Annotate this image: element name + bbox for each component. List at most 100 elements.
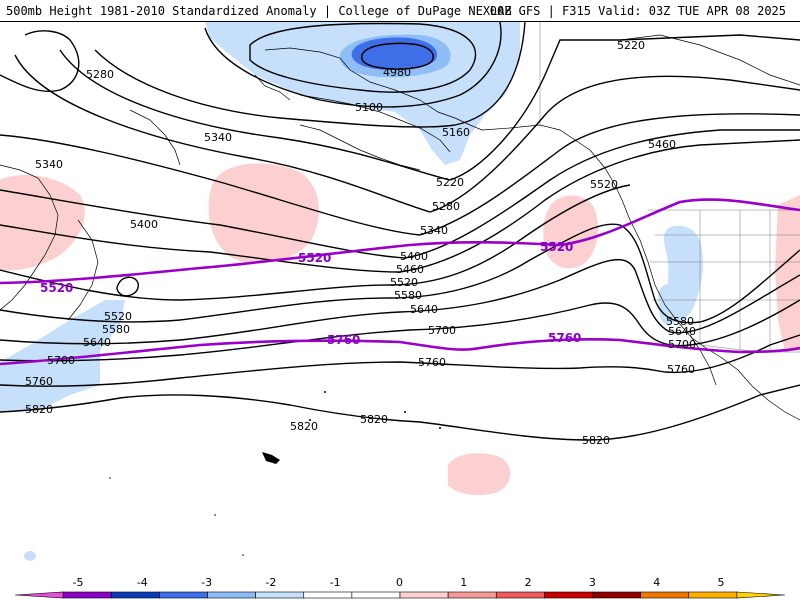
contour-label: 5280 — [432, 200, 460, 213]
contour-5340 — [0, 113, 800, 236]
contour-label: 5520 — [104, 310, 132, 323]
island-dot — [324, 391, 326, 393]
positive-anomaly-east — [543, 195, 599, 269]
contour-label: 5520 — [590, 178, 618, 191]
contour-label: 5820 — [582, 434, 610, 447]
contour-label: 5640 — [668, 325, 696, 338]
colorbar-swatch — [688, 591, 738, 599]
contour-label: 5340 — [420, 224, 448, 237]
contour-label: 5760 — [418, 356, 446, 369]
coast-japan — [67, 219, 99, 321]
colorbar-swatch — [592, 591, 641, 599]
colorbar-tick-label: -3 — [201, 576, 212, 589]
contour-5280-nw — [0, 30, 80, 92]
colorbar-tick-label: 0 — [396, 576, 403, 589]
colorbar-swatches — [14, 591, 786, 599]
colorbar-swatch — [110, 591, 160, 599]
colorbar-swatch — [62, 591, 112, 599]
colorbar-ticks: -5 -4 -3 -2 -1 0 1 2 3 4 5 — [73, 576, 725, 589]
contour-5700 — [0, 299, 800, 362]
contour-label: 5760 — [25, 375, 53, 388]
state-lines-1 — [650, 210, 800, 352]
coast-baja — [689, 334, 717, 386]
coast-alaska-south — [299, 94, 451, 153]
contour-label: 5580 — [102, 323, 130, 336]
colorbar-swatch — [736, 591, 786, 599]
strong-negative-anomaly-alaska — [351, 37, 437, 70]
contour-5820 — [0, 384, 800, 441]
colorbar-swatch — [303, 591, 353, 599]
highlight-labels: 5520 5520 5520 5760 5760 — [40, 240, 581, 347]
colorbar-swatch — [640, 591, 690, 599]
colorbar-swatch — [399, 591, 449, 599]
contour-5520 — [0, 184, 631, 301]
contour-5580 — [0, 223, 800, 324]
contour-label: 5700 — [668, 338, 696, 351]
contour-5640 — [0, 258, 800, 345]
positive-anomaly-west — [0, 175, 85, 271]
contour-label: 5640 — [83, 336, 111, 349]
colorbar-tick-label: -4 — [137, 576, 148, 589]
colorbar-tick-label: -1 — [330, 576, 341, 589]
contour-small-low — [116, 276, 139, 297]
contour-5100 — [204, 22, 502, 108]
colorbar-tick-label: 3 — [589, 576, 596, 589]
contour-5160 — [94, 22, 526, 128]
highlight-contours — [0, 198, 800, 366]
highlight-label: 5760 — [548, 331, 581, 345]
contour-label: 5580 — [666, 315, 694, 328]
negative-anomaly-small-sw — [24, 551, 36, 561]
highlight-label: 5520 — [40, 281, 73, 295]
contour-label: 5640 — [410, 303, 438, 316]
colorbar-swatch — [159, 591, 208, 599]
colorbar-tick-label: 5 — [718, 576, 725, 589]
contour-label: 5820 — [25, 403, 53, 416]
island-dot — [242, 554, 244, 556]
negative-anomaly-west-pacific — [0, 300, 125, 412]
contour-label: 5280 — [86, 68, 114, 81]
positive-anomaly-far-east — [775, 195, 800, 352]
contour-label: 5400 — [130, 218, 158, 231]
colorbar-tick-label: 4 — [653, 576, 660, 589]
island-hawaii — [262, 452, 280, 464]
coast-hudson — [619, 34, 800, 86]
pacific-islands — [109, 391, 441, 556]
contour-label: 5100 — [355, 101, 383, 114]
colorbar-swatch — [495, 591, 545, 599]
highlight-contour-5520 — [0, 198, 800, 285]
contour-labels: 5220 4980 5280 5100 5160 5340 5460 5340 … — [25, 39, 696, 447]
highlight-label: 5520 — [298, 251, 331, 265]
island-dot — [109, 477, 111, 479]
colorbar-swatch — [447, 591, 497, 599]
contour-label: 5700 — [47, 354, 75, 367]
contour-label: 5340 — [204, 131, 232, 144]
highlight-contour-5760 — [0, 337, 800, 366]
map-header: 500mb Height 1981-2010 Standardized Anom… — [0, 0, 800, 22]
colorbar-swatch — [14, 591, 64, 599]
island-dot — [309, 419, 311, 421]
contour-label: 4980 — [383, 66, 411, 79]
positive-anomaly-central — [208, 163, 319, 264]
contour-label: 5340 — [35, 158, 63, 171]
colorbar-tick-label: 1 — [460, 576, 467, 589]
contour-label: 5220 — [617, 39, 645, 52]
contour-label: 5760 — [667, 363, 695, 376]
anomaly-shading — [0, 22, 800, 561]
contour-label: 5460 — [396, 263, 424, 276]
coast-aleutians — [299, 124, 421, 171]
contour-5040 — [249, 22, 477, 93]
coast-alaska — [264, 47, 483, 131]
colorbar-swatch — [255, 591, 305, 599]
model-run-info: 00Z GFS | F315 Valid: 03Z TUE APR 08 202… — [489, 4, 786, 18]
highlight-label: 5520 — [540, 240, 573, 254]
coast-canada — [481, 124, 707, 349]
colorbar-tick-label: -5 — [73, 576, 84, 589]
colorbar-swatch — [544, 591, 593, 599]
contour-5460 — [0, 139, 800, 273]
anomaly-colorbar: -5 -4 -3 -2 -1 0 1 2 3 4 5 — [14, 576, 786, 599]
map-title: 500mb Height 1981-2010 Standardized Anom… — [6, 4, 512, 18]
height-anomaly-map: 5220 4980 5280 5100 5160 5340 5460 5340 … — [0, 22, 800, 561]
island-dot — [214, 514, 216, 516]
coast-asia — [0, 164, 59, 311]
island-dot — [404, 411, 406, 413]
